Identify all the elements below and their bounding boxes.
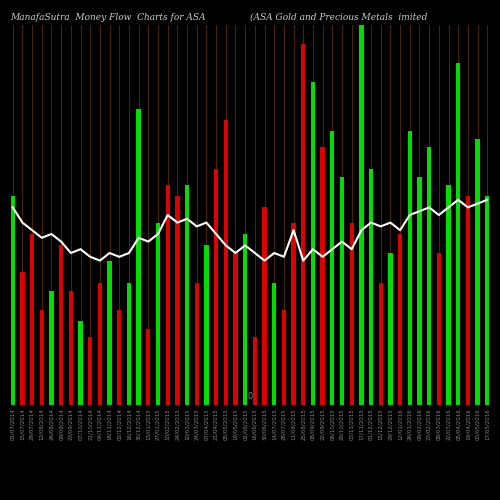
Bar bbox=[359, 25, 364, 405]
Bar bbox=[456, 63, 460, 405]
Bar bbox=[88, 336, 92, 405]
Bar bbox=[350, 222, 354, 405]
Text: 0: 0 bbox=[248, 392, 252, 402]
Bar bbox=[388, 253, 392, 405]
Bar bbox=[311, 82, 315, 405]
Bar bbox=[78, 322, 82, 405]
Bar bbox=[59, 246, 64, 405]
Bar bbox=[282, 310, 286, 405]
Bar bbox=[117, 310, 121, 405]
Text: (ASA Gold and Precious Metals  imited: (ASA Gold and Precious Metals imited bbox=[250, 12, 428, 22]
Bar bbox=[378, 284, 383, 405]
Bar bbox=[40, 310, 44, 405]
Bar bbox=[30, 234, 34, 405]
Bar bbox=[204, 246, 208, 405]
Bar bbox=[418, 177, 422, 405]
Bar bbox=[50, 291, 54, 405]
Bar bbox=[330, 132, 334, 405]
Bar bbox=[301, 44, 306, 405]
Bar bbox=[476, 139, 480, 405]
Bar bbox=[369, 170, 373, 405]
Bar bbox=[108, 260, 112, 405]
Bar bbox=[340, 177, 344, 405]
Bar bbox=[194, 284, 199, 405]
Bar bbox=[272, 284, 276, 405]
Bar bbox=[224, 120, 228, 405]
Bar bbox=[166, 184, 170, 405]
Bar bbox=[292, 222, 296, 405]
Bar bbox=[175, 196, 180, 405]
Bar bbox=[262, 208, 266, 405]
Text: ManafaSutra  Money Flow  Charts for ASA: ManafaSutra Money Flow Charts for ASA bbox=[10, 12, 205, 22]
Bar bbox=[485, 196, 490, 405]
Bar bbox=[427, 146, 432, 405]
Bar bbox=[98, 284, 102, 405]
Bar bbox=[68, 291, 73, 405]
Bar bbox=[20, 272, 24, 405]
Bar bbox=[398, 234, 402, 405]
Bar bbox=[446, 184, 450, 405]
Bar bbox=[127, 284, 131, 405]
Bar bbox=[136, 108, 141, 405]
Bar bbox=[234, 253, 237, 405]
Bar bbox=[408, 132, 412, 405]
Bar bbox=[243, 234, 248, 405]
Bar bbox=[436, 253, 441, 405]
Bar bbox=[146, 329, 150, 405]
Bar bbox=[10, 196, 15, 405]
Bar bbox=[214, 170, 218, 405]
Bar bbox=[156, 222, 160, 405]
Bar bbox=[466, 196, 470, 405]
Bar bbox=[252, 336, 257, 405]
Bar bbox=[185, 184, 189, 405]
Bar bbox=[320, 146, 325, 405]
